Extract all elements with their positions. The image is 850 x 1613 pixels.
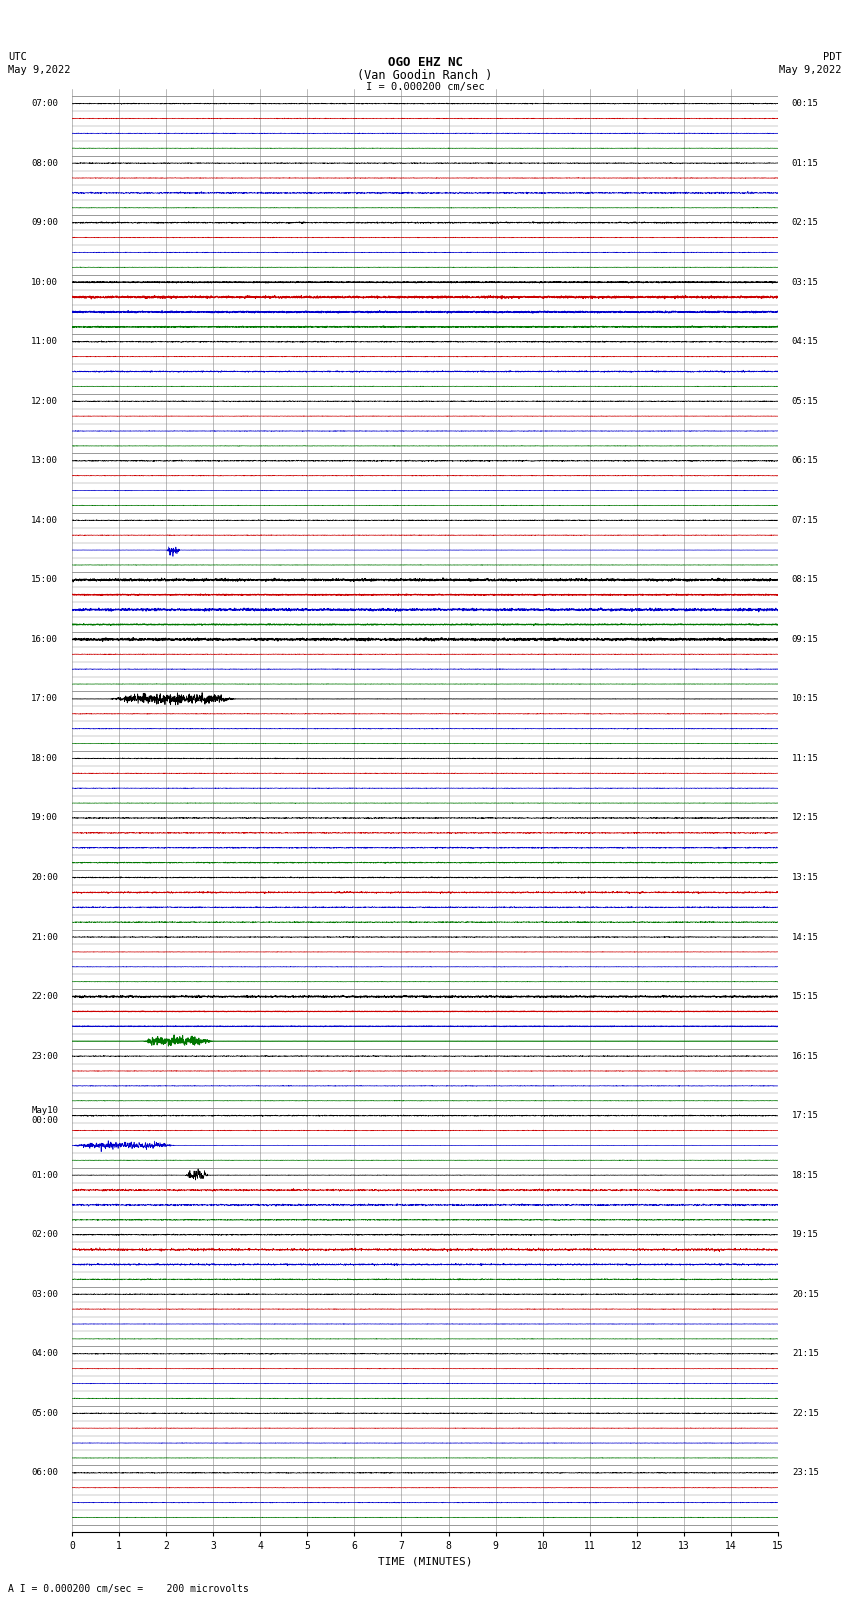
Text: 07:15: 07:15 bbox=[792, 516, 819, 524]
Text: May 9,2022: May 9,2022 bbox=[779, 65, 842, 74]
Text: 01:15: 01:15 bbox=[792, 158, 819, 168]
Text: 15:15: 15:15 bbox=[792, 992, 819, 1002]
Text: 11:00: 11:00 bbox=[31, 337, 58, 347]
Text: 02:15: 02:15 bbox=[792, 218, 819, 227]
Text: 12:00: 12:00 bbox=[31, 397, 58, 406]
Text: May 9,2022: May 9,2022 bbox=[8, 65, 71, 74]
Text: 14:15: 14:15 bbox=[792, 932, 819, 942]
Text: 02:00: 02:00 bbox=[31, 1231, 58, 1239]
Text: 11:15: 11:15 bbox=[792, 753, 819, 763]
Text: 16:00: 16:00 bbox=[31, 636, 58, 644]
Text: 23:00: 23:00 bbox=[31, 1052, 58, 1061]
Text: 20:00: 20:00 bbox=[31, 873, 58, 882]
Text: 00:15: 00:15 bbox=[792, 98, 819, 108]
Text: 01:00: 01:00 bbox=[31, 1171, 58, 1179]
Text: 08:15: 08:15 bbox=[792, 576, 819, 584]
Text: 14:00: 14:00 bbox=[31, 516, 58, 524]
Text: (Van Goodin Ranch ): (Van Goodin Ranch ) bbox=[357, 69, 493, 82]
Text: UTC: UTC bbox=[8, 52, 27, 61]
Text: 18:15: 18:15 bbox=[792, 1171, 819, 1179]
Text: 04:00: 04:00 bbox=[31, 1348, 58, 1358]
X-axis label: TIME (MINUTES): TIME (MINUTES) bbox=[377, 1557, 473, 1566]
Text: 15:00: 15:00 bbox=[31, 576, 58, 584]
Text: 06:15: 06:15 bbox=[792, 456, 819, 465]
Text: 13:00: 13:00 bbox=[31, 456, 58, 465]
Text: OGO EHZ NC: OGO EHZ NC bbox=[388, 56, 462, 69]
Text: 03:15: 03:15 bbox=[792, 277, 819, 287]
Text: 18:00: 18:00 bbox=[31, 753, 58, 763]
Text: 19:00: 19:00 bbox=[31, 813, 58, 823]
Text: 20:15: 20:15 bbox=[792, 1290, 819, 1298]
Text: 22:15: 22:15 bbox=[792, 1408, 819, 1418]
Text: 13:15: 13:15 bbox=[792, 873, 819, 882]
Text: 03:00: 03:00 bbox=[31, 1290, 58, 1298]
Text: 21:15: 21:15 bbox=[792, 1348, 819, 1358]
Text: PDT: PDT bbox=[823, 52, 842, 61]
Text: 09:00: 09:00 bbox=[31, 218, 58, 227]
Text: 17:00: 17:00 bbox=[31, 695, 58, 703]
Text: 06:00: 06:00 bbox=[31, 1468, 58, 1478]
Text: A I = 0.000200 cm/sec =    200 microvolts: A I = 0.000200 cm/sec = 200 microvolts bbox=[8, 1584, 249, 1594]
Text: I = 0.000200 cm/sec: I = 0.000200 cm/sec bbox=[366, 82, 484, 92]
Text: 09:15: 09:15 bbox=[792, 636, 819, 644]
Text: May10
00:00: May10 00:00 bbox=[31, 1107, 58, 1126]
Text: 23:15: 23:15 bbox=[792, 1468, 819, 1478]
Text: 17:15: 17:15 bbox=[792, 1111, 819, 1119]
Text: 08:00: 08:00 bbox=[31, 158, 58, 168]
Text: 22:00: 22:00 bbox=[31, 992, 58, 1002]
Text: 05:00: 05:00 bbox=[31, 1408, 58, 1418]
Text: 21:00: 21:00 bbox=[31, 932, 58, 942]
Text: 05:15: 05:15 bbox=[792, 397, 819, 406]
Text: 10:00: 10:00 bbox=[31, 277, 58, 287]
Text: 07:00: 07:00 bbox=[31, 98, 58, 108]
Text: 10:15: 10:15 bbox=[792, 695, 819, 703]
Text: 19:15: 19:15 bbox=[792, 1231, 819, 1239]
Text: 16:15: 16:15 bbox=[792, 1052, 819, 1061]
Text: 04:15: 04:15 bbox=[792, 337, 819, 347]
Text: 12:15: 12:15 bbox=[792, 813, 819, 823]
